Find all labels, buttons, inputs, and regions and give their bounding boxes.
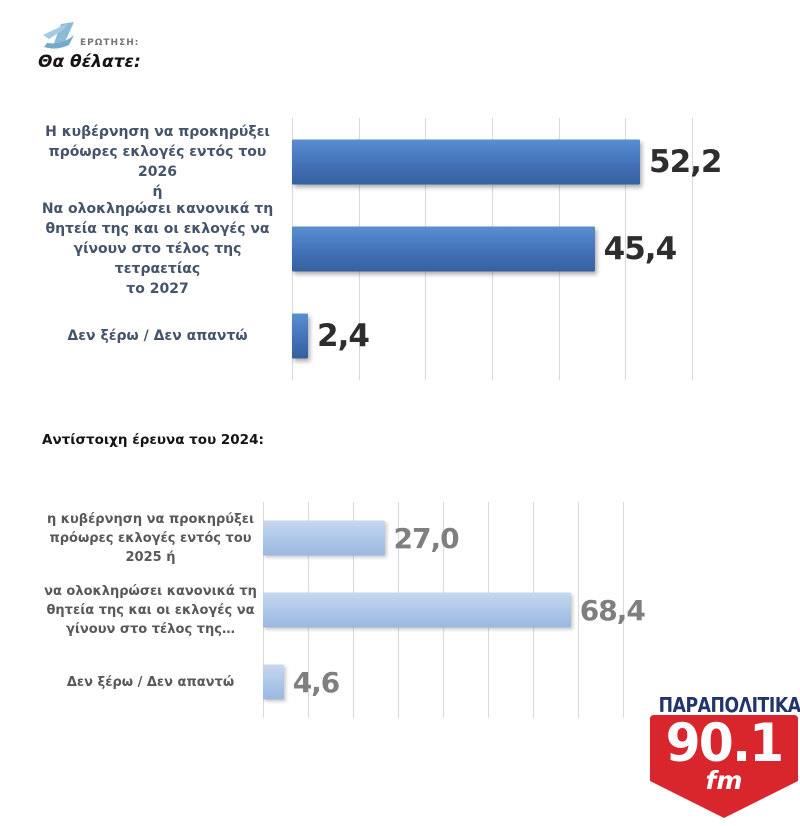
gridline: [353, 502, 354, 718]
value-label: 4,6: [292, 665, 341, 699]
question-label: ΕΡΩΤΗΣΗ:: [80, 38, 140, 48]
value-label: 68,4: [579, 593, 646, 627]
chart-row: Η κυβέρνηση να προκηρύξει πρόωρες εκλογέ…: [0, 118, 800, 205]
gridline: [263, 502, 264, 718]
gridline: [443, 502, 444, 718]
logo-shield-icon: [650, 715, 798, 818]
gridline: [578, 502, 579, 718]
category-label: Να ολοκληρώσει κανονικά τη θητεία της κα…: [41, 201, 274, 297]
bar-early-elections-2025: [263, 520, 385, 556]
chart-row: Δεν ξέρω / Δεν απαντώ 2,4: [0, 293, 800, 380]
value-label: 45,4: [603, 230, 677, 267]
bar-early-elections-2026: [292, 139, 640, 185]
gridline: [692, 118, 693, 380]
gridline: [625, 118, 627, 380]
category-label: η κυβέρνηση να προκηρύξει πρόωρες εκλογέ…: [46, 511, 255, 565]
bar-full-term: [263, 592, 571, 628]
logo-brand-text: ΠΑΡΑΠΟΛΙΤΙΚΑ: [658, 693, 800, 717]
gridline: [398, 502, 399, 718]
bar-full-term-2027: [292, 226, 595, 272]
gridline: [558, 118, 560, 380]
gridline: [292, 118, 293, 380]
category-label: Δεν ξέρω / Δεν απαντώ: [66, 674, 235, 690]
page-title: Θα θέλατε:: [38, 52, 141, 72]
category-label: Δεν ξέρω / Δεν απαντώ: [67, 328, 248, 345]
bar-dont-know: [263, 664, 284, 700]
gridline: [425, 118, 427, 380]
category-label: Η κυβέρνηση να προκηρύξει πρόωρες εκλογέ…: [45, 123, 270, 200]
question-number-one-icon: [38, 22, 78, 52]
value-label: 52,2: [649, 143, 722, 180]
chart-row: η κυβέρνηση να προκηρύξει πρόωρες εκλογέ…: [0, 502, 800, 574]
gridline: [623, 502, 624, 718]
plot-area: [263, 502, 624, 718]
value-label: 2,4: [317, 318, 370, 355]
gridline: [358, 118, 360, 380]
logo-frequency: 90.1: [665, 713, 785, 774]
plot-area: [292, 118, 693, 380]
logo-band: fm: [705, 766, 743, 795]
chart-row: να ολοκληρώσει κανονικά τη θητεία της κα…: [0, 574, 800, 646]
gridline: [308, 502, 309, 718]
gridline: [533, 502, 534, 718]
value-label: 27,0: [393, 521, 460, 555]
bar-dont-know: [292, 313, 308, 359]
chart-row: Να ολοκληρώσει κανονικά τη θητεία της κα…: [0, 201, 800, 297]
section-title-2024: Αντίστοιχη έρευνα του 2024:: [42, 432, 264, 448]
parapolitika-radio-logo: ΠΑΡΑΠΟΛΙΤΙΚΑ 90.1 fm: [648, 690, 800, 824]
category-label: να ολοκληρώσει κανονικά τη θητεία της κα…: [44, 583, 257, 637]
gridline: [488, 502, 489, 718]
gridline: [492, 118, 493, 380]
